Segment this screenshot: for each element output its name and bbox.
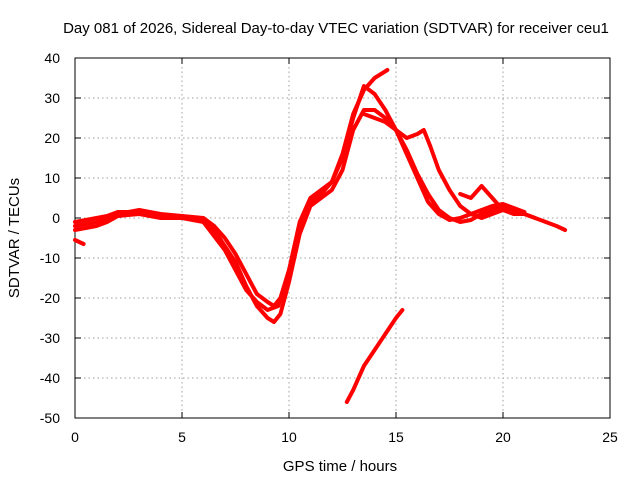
y-tick-label: -10 (40, 250, 60, 266)
x-axis-label: GPS time / hours (283, 458, 397, 475)
y-tick-label: -50 (40, 410, 60, 426)
series-line-track-6 (73, 238, 86, 246)
x-ticks: 0 5 10 15 20 25 (71, 58, 618, 445)
x-tick-label: 25 (602, 429, 618, 445)
series-line-track-2 (73, 84, 527, 308)
y-tick-label: 30 (44, 90, 60, 106)
x-tick-label: 20 (495, 429, 511, 445)
series-line-track-5 (458, 184, 538, 220)
y-tick-label: 0 (52, 210, 60, 226)
x-tick-label: 15 (388, 429, 404, 445)
chart-title: Day 081 of 2026, Sidereal Day-to-day VTE… (63, 20, 609, 37)
grid (75, 58, 610, 418)
series-line-track-3 (73, 68, 390, 312)
y-ticks: -50 -40 -30 -20 -10 0 10 20 30 40 (40, 50, 610, 426)
x-tick-label: 5 (178, 429, 186, 445)
y-tick-label: 40 (44, 50, 60, 66)
x-tick-label: 0 (71, 429, 79, 445)
y-tick-label: 10 (44, 170, 60, 186)
y-tick-label: 20 (44, 130, 60, 146)
series-line-track-4 (361, 112, 505, 220)
y-tick-label: -40 (40, 370, 60, 386)
y-tick-label: -30 (40, 330, 60, 346)
series-line-track-7 (344, 308, 405, 404)
x-tick-label: 10 (281, 429, 297, 445)
series-group (73, 68, 568, 404)
y-tick-label: -20 (40, 290, 60, 306)
y-axis-label: SDTVAR / TECUs (6, 178, 23, 298)
plot-frame (74, 57, 611, 419)
